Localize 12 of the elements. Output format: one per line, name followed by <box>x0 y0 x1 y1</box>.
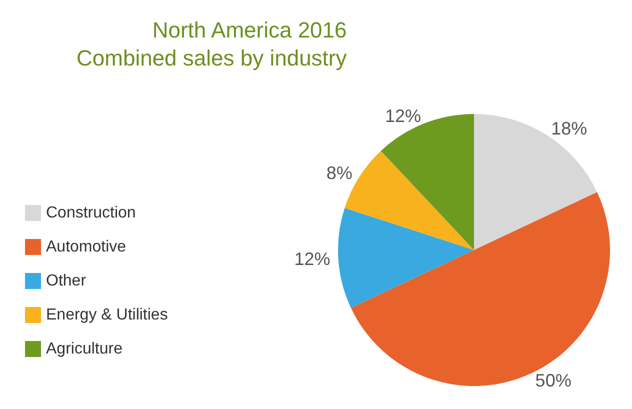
legend-label: Energy & Utilities <box>46 306 168 324</box>
legend-label: Automotive <box>46 238 126 256</box>
data-label: 8% <box>326 162 352 183</box>
data-label: 12% <box>384 106 421 126</box>
legend-label: Construction <box>46 204 136 222</box>
chart-subtitle: Combined sales by industry <box>76 46 347 70</box>
chart-title: North America 2016 <box>152 18 347 42</box>
data-label: 18% <box>551 118 588 138</box>
data-label: 50% <box>535 370 572 390</box>
legend-label: Agriculture <box>46 340 123 358</box>
legend-label: Other <box>46 272 87 290</box>
data-label: 12% <box>294 249 330 270</box>
